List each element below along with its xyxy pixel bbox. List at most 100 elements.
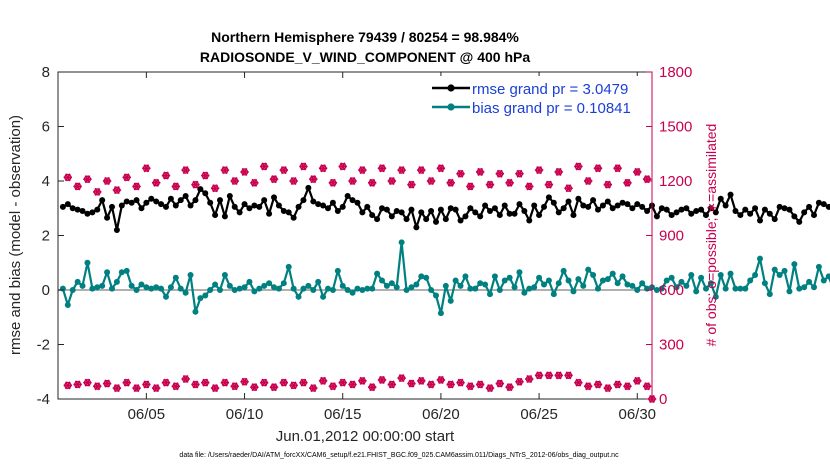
rmse-point	[280, 207, 287, 214]
bias-point	[408, 284, 415, 291]
bias-point	[275, 285, 282, 292]
rmse-point	[423, 216, 430, 223]
bias-point	[290, 285, 297, 292]
obs-assimilated-point	[397, 374, 406, 383]
obs-possible-point	[623, 178, 632, 187]
rmse-point	[99, 197, 106, 204]
obs-assimilated-point	[583, 382, 593, 391]
bias-point	[698, 274, 705, 281]
rmse-point	[673, 209, 680, 216]
rmse-point	[825, 203, 830, 210]
rmse-point	[158, 201, 165, 208]
rmse-point	[153, 198, 160, 205]
rmse-point	[202, 190, 209, 197]
obs-assimilated-point	[122, 378, 131, 387]
bias-point	[752, 272, 759, 279]
obs-possible-point	[191, 180, 200, 189]
obs-assimilated-point	[63, 381, 73, 390]
y-tick-label: 8	[42, 64, 50, 81]
bias-point	[99, 282, 106, 289]
x-tick-label: 06/15	[324, 406, 362, 423]
obs-possible-point	[534, 166, 544, 175]
obs-assimilated-point	[485, 384, 495, 393]
rmse-point	[325, 205, 331, 212]
rmse-point	[403, 216, 410, 223]
bias-point	[653, 287, 660, 293]
obs-possible-point	[161, 171, 171, 180]
obs-possible-point	[171, 182, 181, 191]
rmse-point	[207, 199, 214, 206]
bias-point	[766, 291, 773, 298]
obs-assimilated-point	[534, 371, 544, 380]
y-right-tick-label: 1800	[659, 64, 692, 81]
rmse-point	[663, 206, 670, 213]
bias-point	[379, 277, 385, 284]
bias-point	[624, 281, 631, 288]
obs-assimilated-point	[564, 371, 573, 380]
rmse-point	[472, 209, 479, 216]
rmse-point	[241, 201, 248, 208]
rmse-point	[550, 199, 557, 206]
obs-possible-point	[387, 176, 397, 186]
obs-assimilated-point	[201, 378, 210, 387]
bias-point	[197, 295, 204, 302]
bias-point	[177, 285, 184, 292]
bias-point	[64, 301, 71, 308]
obs-assimilated-point	[328, 382, 338, 391]
rmse-point	[197, 186, 204, 193]
rmse-point	[717, 195, 724, 202]
rmse-point	[172, 202, 179, 209]
bias-point	[69, 287, 76, 293]
y-tick-label: 6	[42, 119, 50, 136]
obs-possible-point	[142, 164, 151, 173]
rmse-point	[79, 207, 86, 214]
rmse-point	[231, 203, 238, 210]
obs-assimilated-point	[407, 379, 416, 388]
bias-point	[398, 239, 405, 246]
obs-assimilated-point	[289, 381, 298, 390]
rmse-point	[536, 212, 543, 219]
obs-possible-point	[348, 176, 357, 186]
bias-point	[570, 288, 577, 295]
bias-point	[717, 272, 724, 279]
rmse-point	[511, 210, 518, 217]
bias-point	[541, 281, 547, 288]
rmse-point	[457, 217, 464, 224]
rmse-point	[182, 192, 189, 199]
rmse-point	[575, 195, 582, 202]
rmse-point	[295, 203, 302, 210]
rmse-point	[226, 192, 233, 199]
legend-rmse-label: rmse grand pr = 3.0479	[472, 81, 628, 98]
obs-assimilated-point	[348, 380, 357, 389]
bias-point	[359, 287, 366, 293]
rmse-point	[369, 212, 376, 219]
rmse-point	[167, 195, 174, 202]
rmse-point	[285, 209, 292, 216]
bias-point	[477, 280, 484, 287]
data-file-footer: data file: /Users/raeder/DAI/ATM_forcXX/…	[179, 452, 619, 459]
obs-possible-point	[102, 176, 112, 186]
bias-point	[781, 267, 788, 274]
bias-point	[241, 284, 248, 291]
bias-series	[59, 239, 830, 317]
rmse-point	[644, 207, 651, 214]
rmse-point	[467, 205, 474, 212]
bias-point	[658, 285, 665, 292]
rmse-point	[786, 206, 793, 213]
obs-possible-point	[112, 186, 122, 195]
obs-assimilated-point	[93, 382, 102, 391]
bias-point	[246, 278, 253, 285]
rmse-point	[148, 195, 155, 202]
obs-possible-point	[377, 164, 387, 173]
rmse-point	[668, 212, 675, 219]
obs-possible-point	[338, 162, 347, 171]
obs-possible-point	[407, 180, 416, 189]
obs-possible-point	[544, 180, 554, 189]
bias-point	[580, 282, 587, 289]
bias-point	[89, 285, 96, 292]
rmse-point	[624, 201, 631, 208]
obs-possible-point	[554, 167, 563, 176]
rmse-point	[742, 206, 749, 213]
obs-assimilated-point	[475, 380, 485, 389]
rmse-point	[84, 210, 91, 217]
